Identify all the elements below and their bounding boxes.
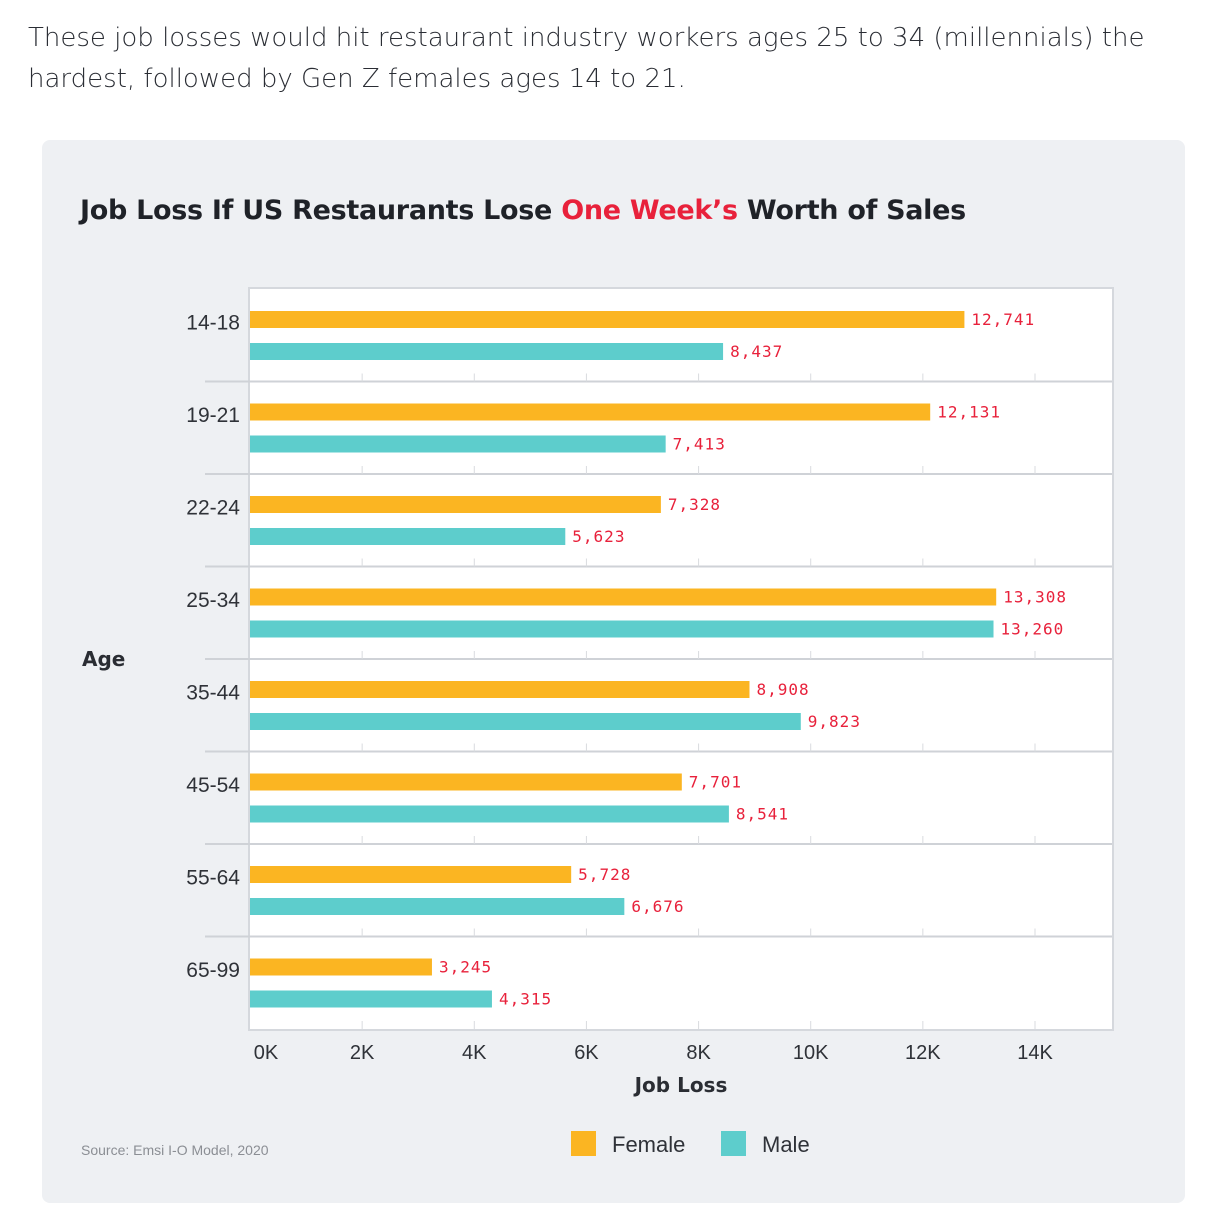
data-label-male: 9,823	[808, 712, 861, 731]
intro-paragraph: These job losses would hit restaurant in…	[28, 23, 1145, 94]
y-tick-label: 22-24	[186, 496, 240, 519]
y-tick-label: 65-99	[186, 959, 240, 982]
y-tick-label: 19-21	[186, 404, 240, 427]
legend: Female Male	[571, 1131, 810, 1157]
data-label-male: 7,413	[673, 435, 726, 454]
bar-female	[250, 958, 432, 976]
data-label-female: 8,908	[756, 680, 809, 699]
bar-female	[250, 311, 965, 328]
x-tick-label: 14K	[1017, 1042, 1053, 1064]
data-label-female: 13,308	[1003, 588, 1067, 607]
x-tick-label: 10K	[793, 1042, 829, 1064]
y-tick-label: 55-64	[186, 866, 240, 889]
chart-title-highlight: One Week’s	[561, 195, 738, 226]
x-tick-label: 6K	[574, 1042, 599, 1064]
legend-label-male: Male	[762, 1132, 810, 1157]
data-label-female: 7,328	[668, 495, 721, 514]
chart-title: Job Loss If US Restaurants Lose One Week…	[80, 195, 966, 226]
x-axis-title: Job Loss	[633, 1073, 728, 1097]
bar-male	[250, 435, 666, 453]
data-label-male: 5,623	[572, 527, 625, 546]
y-tick-label: 35-44	[186, 681, 240, 704]
bar-female	[250, 866, 572, 883]
data-label-female: 12,741	[971, 310, 1035, 329]
data-label-female: 5,728	[578, 865, 631, 884]
bar-female	[250, 681, 750, 698]
y-tick-label: 14-18	[186, 311, 240, 334]
bar-male	[250, 898, 625, 915]
chart-title-part-3: Worth of Sales	[737, 195, 966, 226]
x-tick-label: 0K	[254, 1042, 279, 1064]
y-axis-title: Age	[82, 647, 125, 671]
y-tick-label: 25-34	[186, 589, 240, 612]
data-label-female: 3,245	[439, 958, 492, 977]
bar-male	[250, 343, 724, 360]
bar-male	[250, 990, 492, 1008]
x-tick-label: 8K	[686, 1042, 711, 1064]
x-tick-label: 12K	[905, 1042, 941, 1064]
data-label-female: 12,131	[937, 403, 1001, 422]
x-tick-label: 2K	[350, 1042, 375, 1064]
y-tick-label: 45-54	[186, 774, 240, 797]
data-label-male: 8,541	[736, 805, 789, 824]
bar-female	[250, 588, 997, 606]
bar-female	[250, 496, 661, 513]
data-label-female: 7,701	[689, 773, 742, 792]
bar-male	[250, 805, 729, 823]
bar-female	[250, 403, 931, 421]
bar-male	[250, 528, 566, 545]
data-label-male: 4,315	[499, 990, 552, 1009]
source-note: Source: Emsi I-O Model, 2020	[81, 1142, 269, 1158]
legend-label-female: Female	[612, 1132, 685, 1157]
legend-swatch-female	[571, 1131, 596, 1156]
bar-female	[250, 773, 682, 791]
x-tick-label: 4K	[462, 1042, 487, 1064]
chart-title-part-1: Job Loss If US Restaurants Lose	[80, 195, 562, 226]
bar-male	[250, 620, 994, 638]
data-label-male: 8,437	[730, 342, 783, 361]
bar-male	[250, 713, 801, 730]
data-label-male: 6,676	[631, 897, 684, 916]
data-label-male: 13,260	[1001, 620, 1065, 639]
legend-swatch-male	[721, 1131, 746, 1156]
